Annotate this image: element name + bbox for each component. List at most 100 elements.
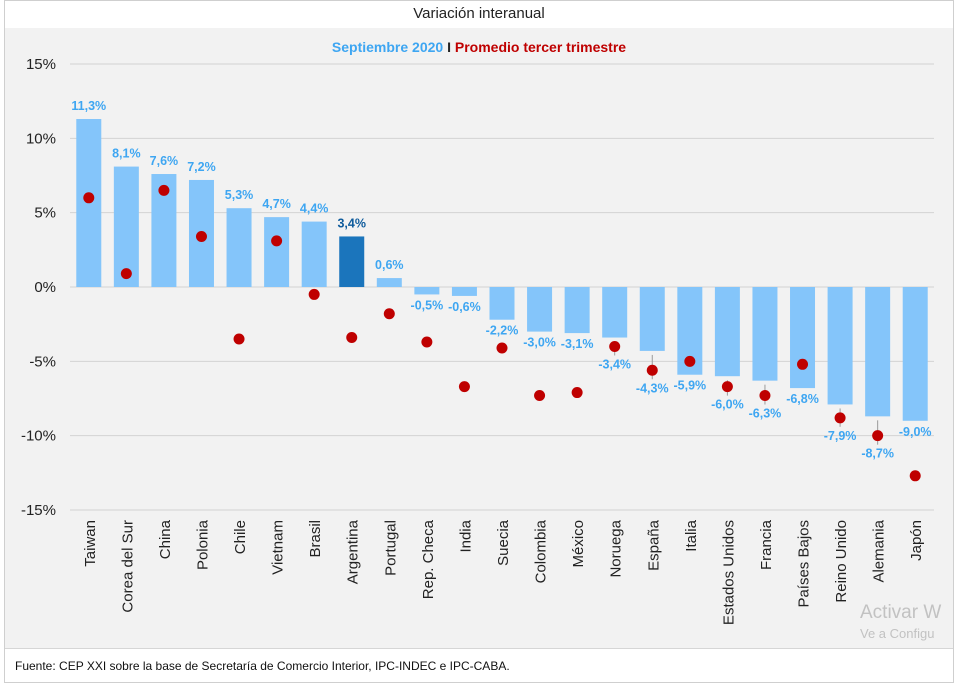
dot-3 (195, 230, 207, 242)
bar-5 (264, 217, 290, 287)
subtitle-series-1: Septiembre 2020 (332, 39, 443, 55)
x-tick-label: Francia (758, 519, 775, 570)
subtitle-series-2: Promedio tercer trimestre (455, 39, 626, 55)
bar-label-1: 8,1% (112, 147, 141, 161)
bar-12 (527, 287, 553, 332)
dot-4 (233, 333, 245, 345)
bar-9 (414, 287, 440, 295)
x-tick-label: Vietnam (270, 520, 287, 575)
bar-label-22: -9,0% (899, 425, 932, 439)
bar-22 (902, 287, 928, 421)
dot-11 (496, 342, 508, 354)
dot-21 (872, 430, 884, 442)
x-tick-label: Argentina (345, 519, 362, 584)
bar-20 (827, 287, 853, 405)
bar-10 (451, 287, 477, 296)
x-tick-label: India (457, 519, 474, 552)
source-note: Fuente: CEP XXI sobre la base de Secreta… (5, 648, 953, 682)
bar-13 (564, 287, 590, 334)
x-tick-label: Italia (683, 519, 700, 551)
dot-7 (346, 332, 358, 344)
x-axis: Taiwan Corea del Sur China Polonia Chile Viet… (82, 519, 925, 625)
y-axis: 15% 10% 5% 0% -5% -10% -15% (21, 56, 56, 519)
bar-label-9: -0,5% (411, 298, 444, 312)
dot-1 (120, 268, 132, 280)
bar-4 (226, 208, 252, 287)
x-tick-label: Alemania (871, 519, 888, 582)
bar-label-16: -5,9% (673, 379, 706, 393)
dot-0 (83, 192, 95, 204)
bar-1 (113, 166, 139, 287)
bar-label-8: 0,6% (375, 258, 404, 272)
y-tick-label: -5% (29, 353, 56, 370)
bar-label-21: -8,7% (861, 447, 894, 461)
x-tick-label: Países Bajos (796, 520, 813, 608)
chart-subtitle: Septiembre 2020 I Promedio tercer trimes… (332, 39, 626, 55)
dot-19 (797, 358, 809, 370)
bar-label-0: 11,3% (71, 99, 106, 113)
x-tick-label: Noruega (608, 519, 625, 577)
y-tick-label: 15% (26, 56, 56, 73)
x-tick-label: Portugal (382, 520, 399, 576)
dot-12 (534, 390, 546, 402)
dot-22 (909, 470, 921, 482)
bar-label-18: -6,3% (749, 407, 782, 421)
dot-16 (684, 355, 696, 367)
bar-17 (714, 287, 740, 377)
x-tick-label: China (157, 519, 174, 559)
bar-value-labels: 11,3% 8,1% 7,6% 7,2% 5,3% 4,7% 4,4% 3,4% 0,6% -0,… (71, 99, 931, 461)
bar-label-12: -3,0% (523, 336, 556, 350)
y-tick-label: 5% (34, 205, 56, 222)
dot-15 (646, 364, 658, 376)
bar-label-4: 5,3% (225, 188, 254, 202)
y-tick-label: -15% (21, 502, 56, 519)
dot-10 (458, 381, 470, 393)
bar-label-2: 7,6% (150, 154, 179, 168)
dot-13 (571, 387, 583, 399)
chart-title: Variación interanual (413, 5, 545, 22)
dot-9 (421, 336, 433, 348)
bar-label-7: 3,4% (337, 216, 366, 230)
x-tick-label: Polonia (194, 519, 211, 570)
bar-label-5: 4,7% (262, 197, 291, 211)
x-tick-label: Corea del Sur (119, 520, 136, 613)
y-tick-label: 0% (34, 279, 56, 296)
dot-17 (721, 381, 733, 393)
x-tick-label: Japón (908, 520, 925, 561)
dot-18 (759, 390, 771, 402)
x-tick-label: Colombia (533, 519, 550, 583)
x-tick-label: Taiwan (82, 520, 99, 567)
watermark-line-2: Ve a Configu (860, 626, 935, 641)
dot-6 (308, 288, 320, 300)
dot-14 (609, 340, 621, 352)
bar-label-20: -7,9% (824, 429, 857, 443)
x-tick-label: Rep. Checa (420, 519, 437, 599)
bar-label-10: -0,6% (448, 300, 481, 314)
bar-6 (301, 221, 327, 287)
dot-20 (834, 412, 846, 424)
x-tick-label: Suecia (495, 519, 512, 566)
x-tick-label: México (570, 520, 587, 568)
x-tick-label: Brasil (307, 520, 324, 558)
bar-18 (752, 287, 778, 381)
x-tick-label: Reino Unido (833, 520, 850, 603)
x-tick-label: Estados Unidos (720, 520, 737, 625)
bar-label-3: 7,2% (187, 160, 216, 174)
bar-label-17: -6,0% (711, 398, 744, 412)
bar-15 (639, 287, 665, 351)
y-tick-label: -10% (21, 428, 56, 445)
bar-11 (489, 287, 515, 320)
dot-series (83, 184, 921, 482)
bar-8 (376, 278, 402, 287)
bar-14 (602, 287, 628, 338)
subtitle-separator: I (447, 39, 455, 55)
bar-label-6: 4,4% (300, 202, 329, 216)
bar-7 (339, 236, 365, 287)
dot-5 (271, 235, 283, 247)
x-tick-label: España (645, 519, 662, 571)
bar-label-13: -3,1% (561, 337, 594, 351)
activation-watermark: Activar W Ve a Configu (860, 602, 941, 641)
watermark-line-1: Activar W (860, 602, 942, 623)
dot-2 (158, 184, 170, 196)
